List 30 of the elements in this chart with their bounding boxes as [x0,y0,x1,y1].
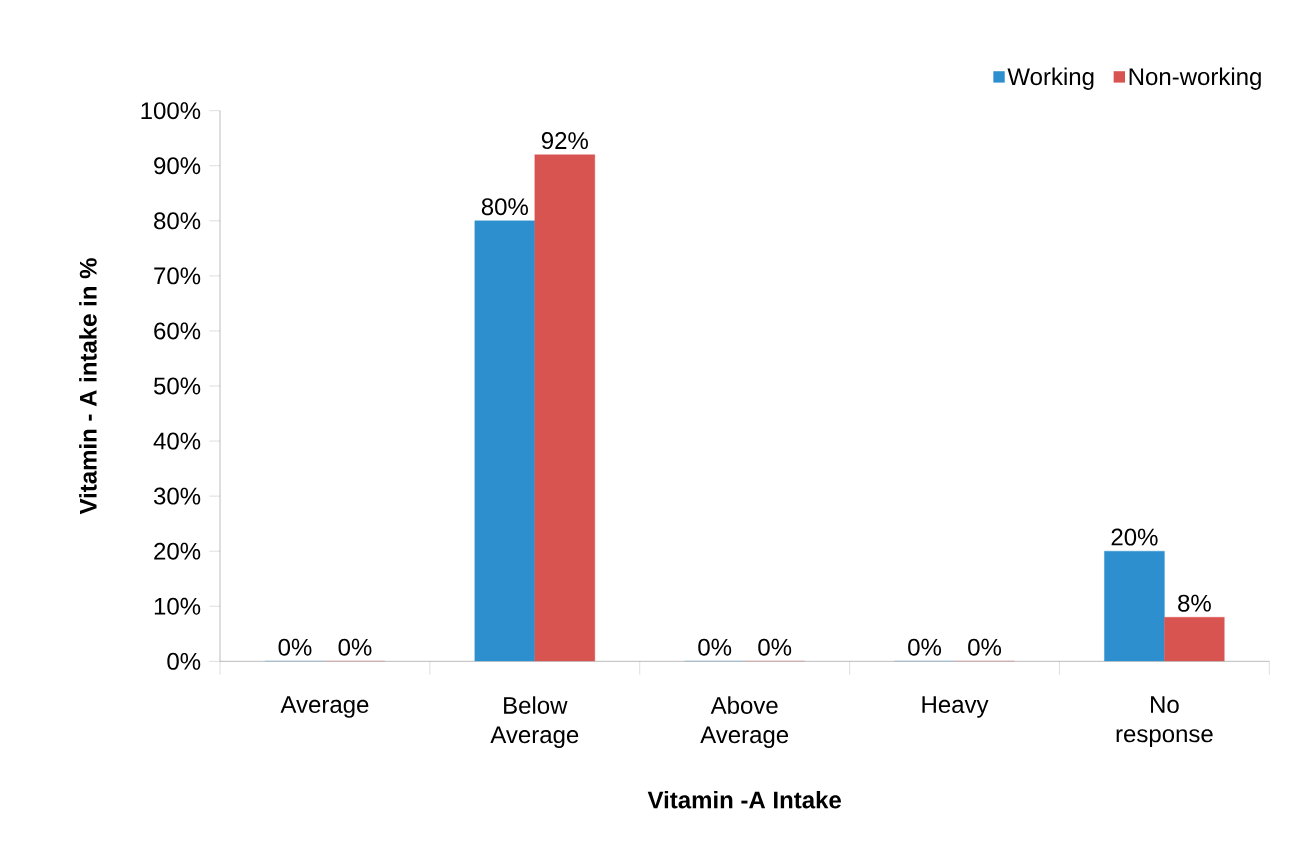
x-tick-label: Heavy [922,696,989,718]
y-tick-label: 60% [154,322,201,340]
y-tick-label: 50% [154,377,201,395]
y-tick-label: 20% [154,542,201,560]
data-label: 0% [908,638,942,656]
y-axis-title: Vitamin - A intake in % [79,258,97,515]
data-label: 0% [278,638,312,656]
data-label: 0% [758,638,792,656]
y-tick-label: 30% [153,487,201,505]
y-tick-label: 100% [141,102,201,120]
data-label: 80% [481,198,528,216]
x-tick-label: Average [280,696,369,718]
x-axis-title: Vitamin -A Intake [647,790,841,809]
y-tick-label: 80% [154,212,201,230]
y-tick-label: 0% [167,652,201,670]
data-label: 92% [541,132,588,150]
x-tick-label: No response [1116,696,1213,748]
data-label: 8% [1178,594,1211,612]
y-tick-label: 10% [154,597,201,615]
x-tick-label: Above Average [700,696,789,748]
data-label: 20% [1111,528,1158,546]
data-label: 0% [698,638,732,656]
legend-label: Non-working [1129,67,1261,90]
x-tick-label: Below Average [490,696,579,748]
legend-label: Working [1007,67,1094,90]
y-tick-label: 90% [154,157,201,175]
y-tick-label: 70% [154,267,201,285]
y-tick-label: 40% [153,432,201,450]
data-label: 0% [968,638,1002,656]
data-label: 0% [338,638,372,656]
